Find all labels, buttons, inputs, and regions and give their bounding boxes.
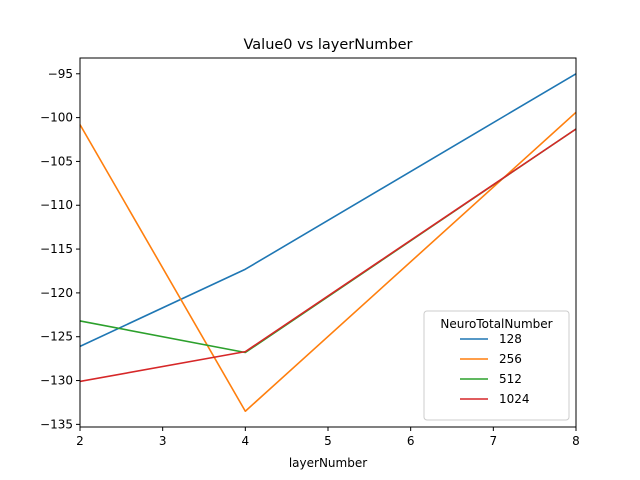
y-tick-label: −105 xyxy=(40,154,73,168)
y-tick-label: −100 xyxy=(40,111,73,125)
legend-label-256: 256 xyxy=(499,352,522,366)
x-tick-label: 5 xyxy=(324,434,332,448)
series-line-1024 xyxy=(79,128,577,383)
x-tick-label: 3 xyxy=(159,434,167,448)
x-tick-label: 7 xyxy=(490,434,498,448)
x-axis-label: layerNumber xyxy=(289,456,367,470)
ticks: 2 3 4 5 6 7 8 −95 −100 −105 −110 −115 −120 −125 −130 −1… xyxy=(40,67,580,448)
x-tick-label: 2 xyxy=(76,434,84,448)
legend-title: NeuroTotalNumber xyxy=(440,317,552,331)
y-tick-label: −120 xyxy=(40,286,73,300)
y-tick-label: −130 xyxy=(40,374,73,388)
x-tick-label: 8 xyxy=(572,434,580,448)
y-tick-label: −95 xyxy=(48,67,73,81)
y-tick-label: −125 xyxy=(40,330,73,344)
x-tick-label: 6 xyxy=(407,434,415,448)
y-tick-label: −110 xyxy=(40,198,73,212)
plot-lines xyxy=(79,73,577,413)
chart-title: Value0 vs layerNumber xyxy=(243,37,412,53)
series-line-256 xyxy=(79,111,577,413)
x-tick-label: 4 xyxy=(242,434,250,448)
series-line-128 xyxy=(79,73,577,348)
y-tick-label: −135 xyxy=(40,417,73,431)
legend-label-512: 512 xyxy=(499,372,522,386)
legend-label-1024: 1024 xyxy=(499,392,530,406)
y-tick-label: −115 xyxy=(40,242,73,256)
legend-label-128: 128 xyxy=(499,332,522,346)
